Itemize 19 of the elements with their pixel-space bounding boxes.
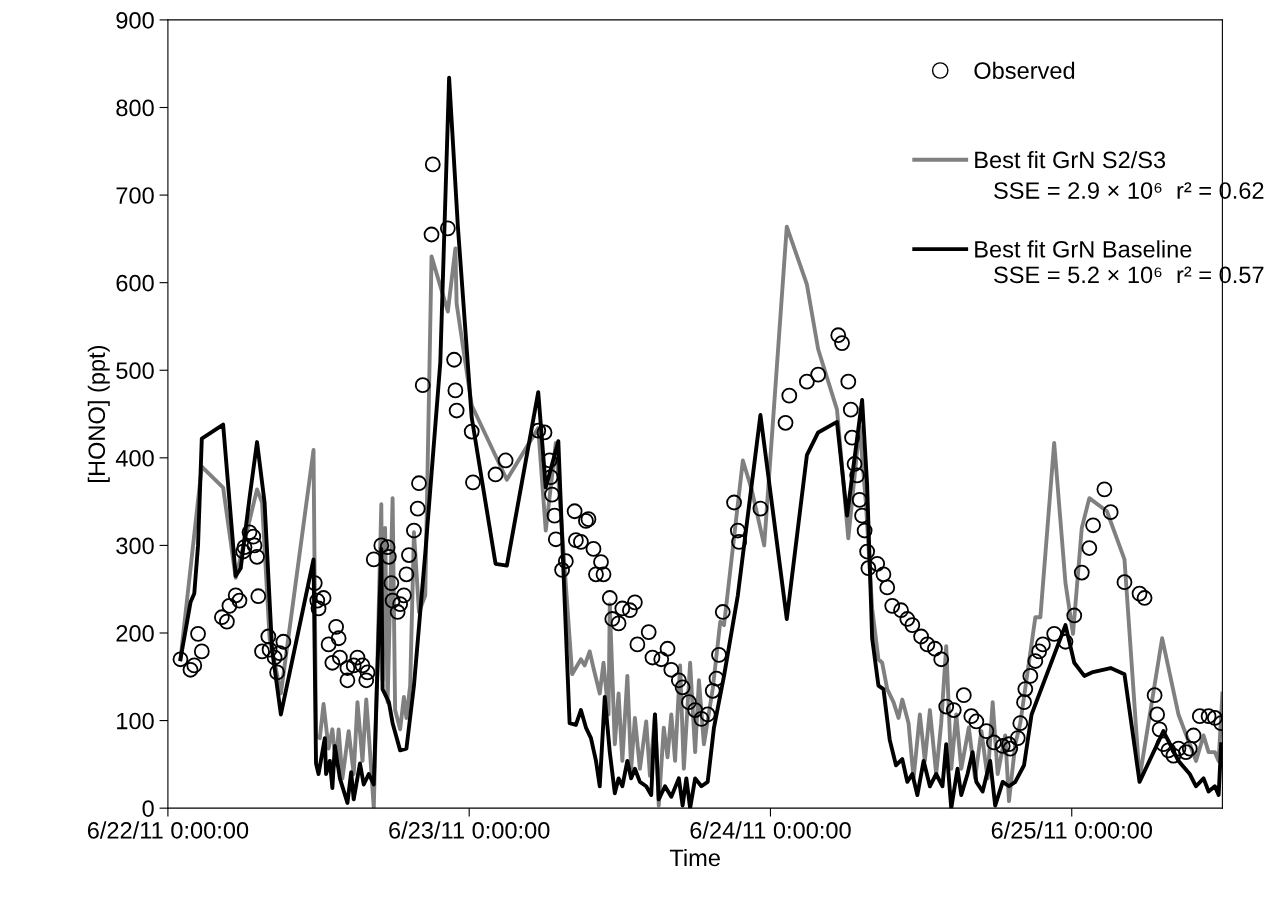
y-tick-label: 200 (116, 625, 154, 642)
legend-label: Observed (974, 61, 1075, 80)
y-tick-label: 0 (142, 800, 154, 817)
y-tick-label: 800 (116, 99, 154, 117)
x-axis-title: Time (669, 848, 720, 867)
y-tick-label: 500 (116, 362, 154, 380)
y-tick-label: 100 (117, 712, 154, 730)
y-axis-title: [HONO] (ppt) (87, 345, 110, 482)
legend-label: Best fit GrN S2/S3 (975, 150, 1166, 169)
x-tick-label: 6/23/11 0:00:00 (389, 821, 550, 839)
y-tick-label: 700 (116, 187, 154, 204)
y-tick-label: 400 (115, 449, 154, 467)
y-tick-label: 300 (116, 537, 154, 555)
y-tick-label: 900 (116, 11, 154, 29)
legend-label: Best fit GrN Baseline (975, 240, 1192, 258)
x-tick-label: 6/22/11 0:00:00 (87, 821, 249, 839)
x-tick-label: 6/25/11 0:00:00 (991, 821, 1153, 839)
x-tick-label: 6/24/11 0:00:00 (690, 821, 851, 839)
y-tick-label: 600 (116, 274, 154, 292)
